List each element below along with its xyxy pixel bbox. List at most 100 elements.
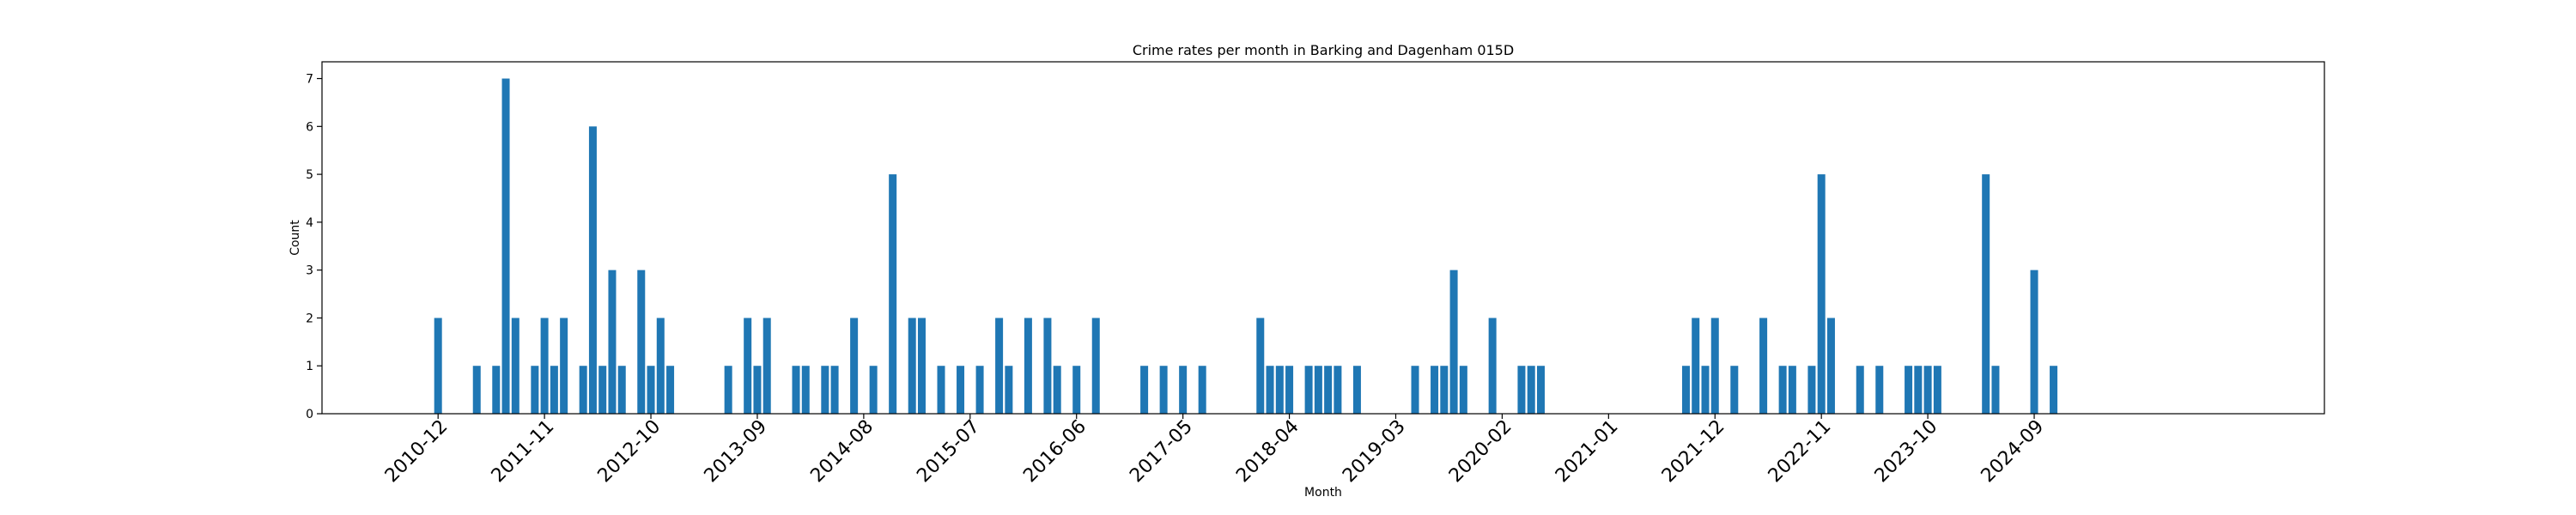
x-axis-label: Month	[1304, 486, 1342, 500]
bar	[1817, 174, 1826, 414]
bar	[995, 318, 1004, 414]
bar	[1459, 366, 1467, 414]
bar	[666, 366, 675, 414]
bar	[1179, 366, 1188, 414]
bar	[1324, 366, 1333, 414]
bar	[917, 318, 926, 414]
bar	[1256, 318, 1265, 414]
bar	[540, 318, 549, 414]
bar	[560, 318, 568, 414]
bar	[1710, 318, 1719, 414]
bar	[1826, 318, 1835, 414]
bar	[492, 366, 501, 414]
bar	[1091, 318, 1100, 414]
bar	[801, 366, 810, 414]
bar	[1285, 366, 1294, 414]
bar	[511, 318, 519, 414]
bar	[724, 366, 732, 414]
bar	[1334, 366, 1342, 414]
y-tick-label: 4	[306, 216, 313, 230]
bar	[889, 174, 897, 414]
bar	[1807, 366, 1816, 414]
plot-frame	[321, 61, 2325, 415]
bar	[1198, 366, 1206, 414]
y-tick-label: 6	[306, 120, 313, 134]
bar	[821, 366, 829, 414]
bar	[531, 366, 539, 414]
y-tick-label: 2	[306, 312, 313, 325]
bar	[656, 318, 665, 414]
bar	[1024, 318, 1032, 414]
bar	[1991, 366, 2000, 414]
bar	[1314, 366, 1322, 414]
bar	[434, 318, 442, 414]
bar	[637, 270, 646, 414]
bar	[850, 318, 859, 414]
bar	[1411, 366, 1419, 414]
y-tick-label: 7	[306, 73, 313, 87]
bar	[830, 366, 839, 414]
bar	[1072, 366, 1081, 414]
bar	[2030, 270, 2038, 414]
bar	[908, 318, 916, 414]
y-axis-label: Count	[289, 220, 302, 256]
bar	[1275, 366, 1284, 414]
bar	[1140, 366, 1149, 414]
bar	[1692, 318, 1700, 414]
bar	[1788, 366, 1796, 414]
bar	[1527, 366, 1535, 414]
bar	[472, 366, 481, 414]
bar	[1982, 174, 1990, 414]
bar	[753, 366, 762, 414]
bar	[1778, 366, 1787, 414]
y-tick-label: 1	[306, 360, 313, 373]
bar	[1905, 366, 1913, 414]
bar	[1856, 366, 1864, 414]
bar	[1730, 366, 1739, 414]
bar	[1005, 366, 1013, 414]
bar	[792, 366, 800, 414]
bar	[957, 366, 965, 414]
bar	[1043, 318, 1052, 414]
bar	[550, 366, 558, 414]
bar	[1933, 366, 1941, 414]
bar	[975, 366, 984, 414]
bar	[1875, 366, 1884, 414]
bar	[937, 366, 945, 414]
bar	[1759, 318, 1768, 414]
bar	[2050, 366, 2058, 414]
bar	[501, 78, 510, 415]
y-axis: 0 1 2 3 4 5 6 7	[306, 73, 322, 421]
bar	[1431, 366, 1439, 414]
bar	[1701, 366, 1710, 414]
bar	[1440, 366, 1449, 414]
chart-title: Crime rates per month in Barking and Dag…	[1133, 42, 1514, 58]
bar	[744, 318, 752, 414]
bar	[1053, 366, 1061, 414]
bar	[647, 366, 655, 414]
bar	[617, 366, 626, 414]
bar	[579, 366, 587, 414]
bar-series	[434, 78, 2058, 415]
bar	[608, 270, 617, 414]
bar	[1266, 366, 1274, 414]
bar	[598, 366, 607, 414]
bar	[1488, 318, 1497, 414]
bar	[1923, 366, 1932, 414]
bar	[1536, 366, 1545, 414]
bar	[1449, 270, 1458, 414]
y-tick-label: 0	[306, 408, 313, 421]
bar	[1914, 366, 1923, 414]
bar	[1517, 366, 1526, 414]
bar	[1352, 366, 1361, 414]
y-tick-label: 3	[306, 264, 313, 278]
bar	[588, 126, 597, 414]
bar	[1304, 366, 1313, 414]
bar	[1159, 366, 1168, 414]
bar	[869, 366, 878, 414]
y-tick-label: 5	[306, 168, 313, 182]
bar	[762, 318, 771, 414]
bar	[1681, 366, 1690, 414]
